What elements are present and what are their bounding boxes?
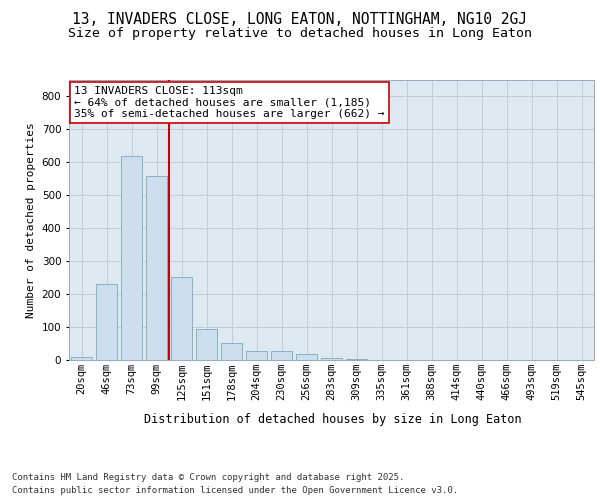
- Bar: [221, 342, 242, 360]
- Bar: [96, 284, 117, 360]
- Bar: [146, 176, 167, 360]
- Bar: [246, 351, 267, 360]
- Bar: [321, 358, 342, 360]
- Text: Contains public sector information licensed under the Open Government Licence v3: Contains public sector information licen…: [12, 486, 458, 495]
- Bar: [71, 356, 92, 360]
- Bar: [346, 359, 367, 360]
- Text: Distribution of detached houses by size in Long Eaton: Distribution of detached houses by size …: [144, 412, 522, 426]
- Text: 13, INVADERS CLOSE, LONG EATON, NOTTINGHAM, NG10 2GJ: 13, INVADERS CLOSE, LONG EATON, NOTTINGH…: [73, 12, 527, 28]
- Y-axis label: Number of detached properties: Number of detached properties: [26, 122, 36, 318]
- Text: Contains HM Land Registry data © Crown copyright and database right 2025.: Contains HM Land Registry data © Crown c…: [12, 472, 404, 482]
- Bar: [196, 328, 217, 360]
- Text: 13 INVADERS CLOSE: 113sqm
← 64% of detached houses are smaller (1,185)
35% of se: 13 INVADERS CLOSE: 113sqm ← 64% of detac…: [74, 86, 385, 119]
- Bar: [171, 277, 192, 360]
- Bar: [271, 351, 292, 360]
- Bar: [296, 354, 317, 360]
- Text: Size of property relative to detached houses in Long Eaton: Size of property relative to detached ho…: [68, 28, 532, 40]
- Bar: [121, 156, 142, 360]
